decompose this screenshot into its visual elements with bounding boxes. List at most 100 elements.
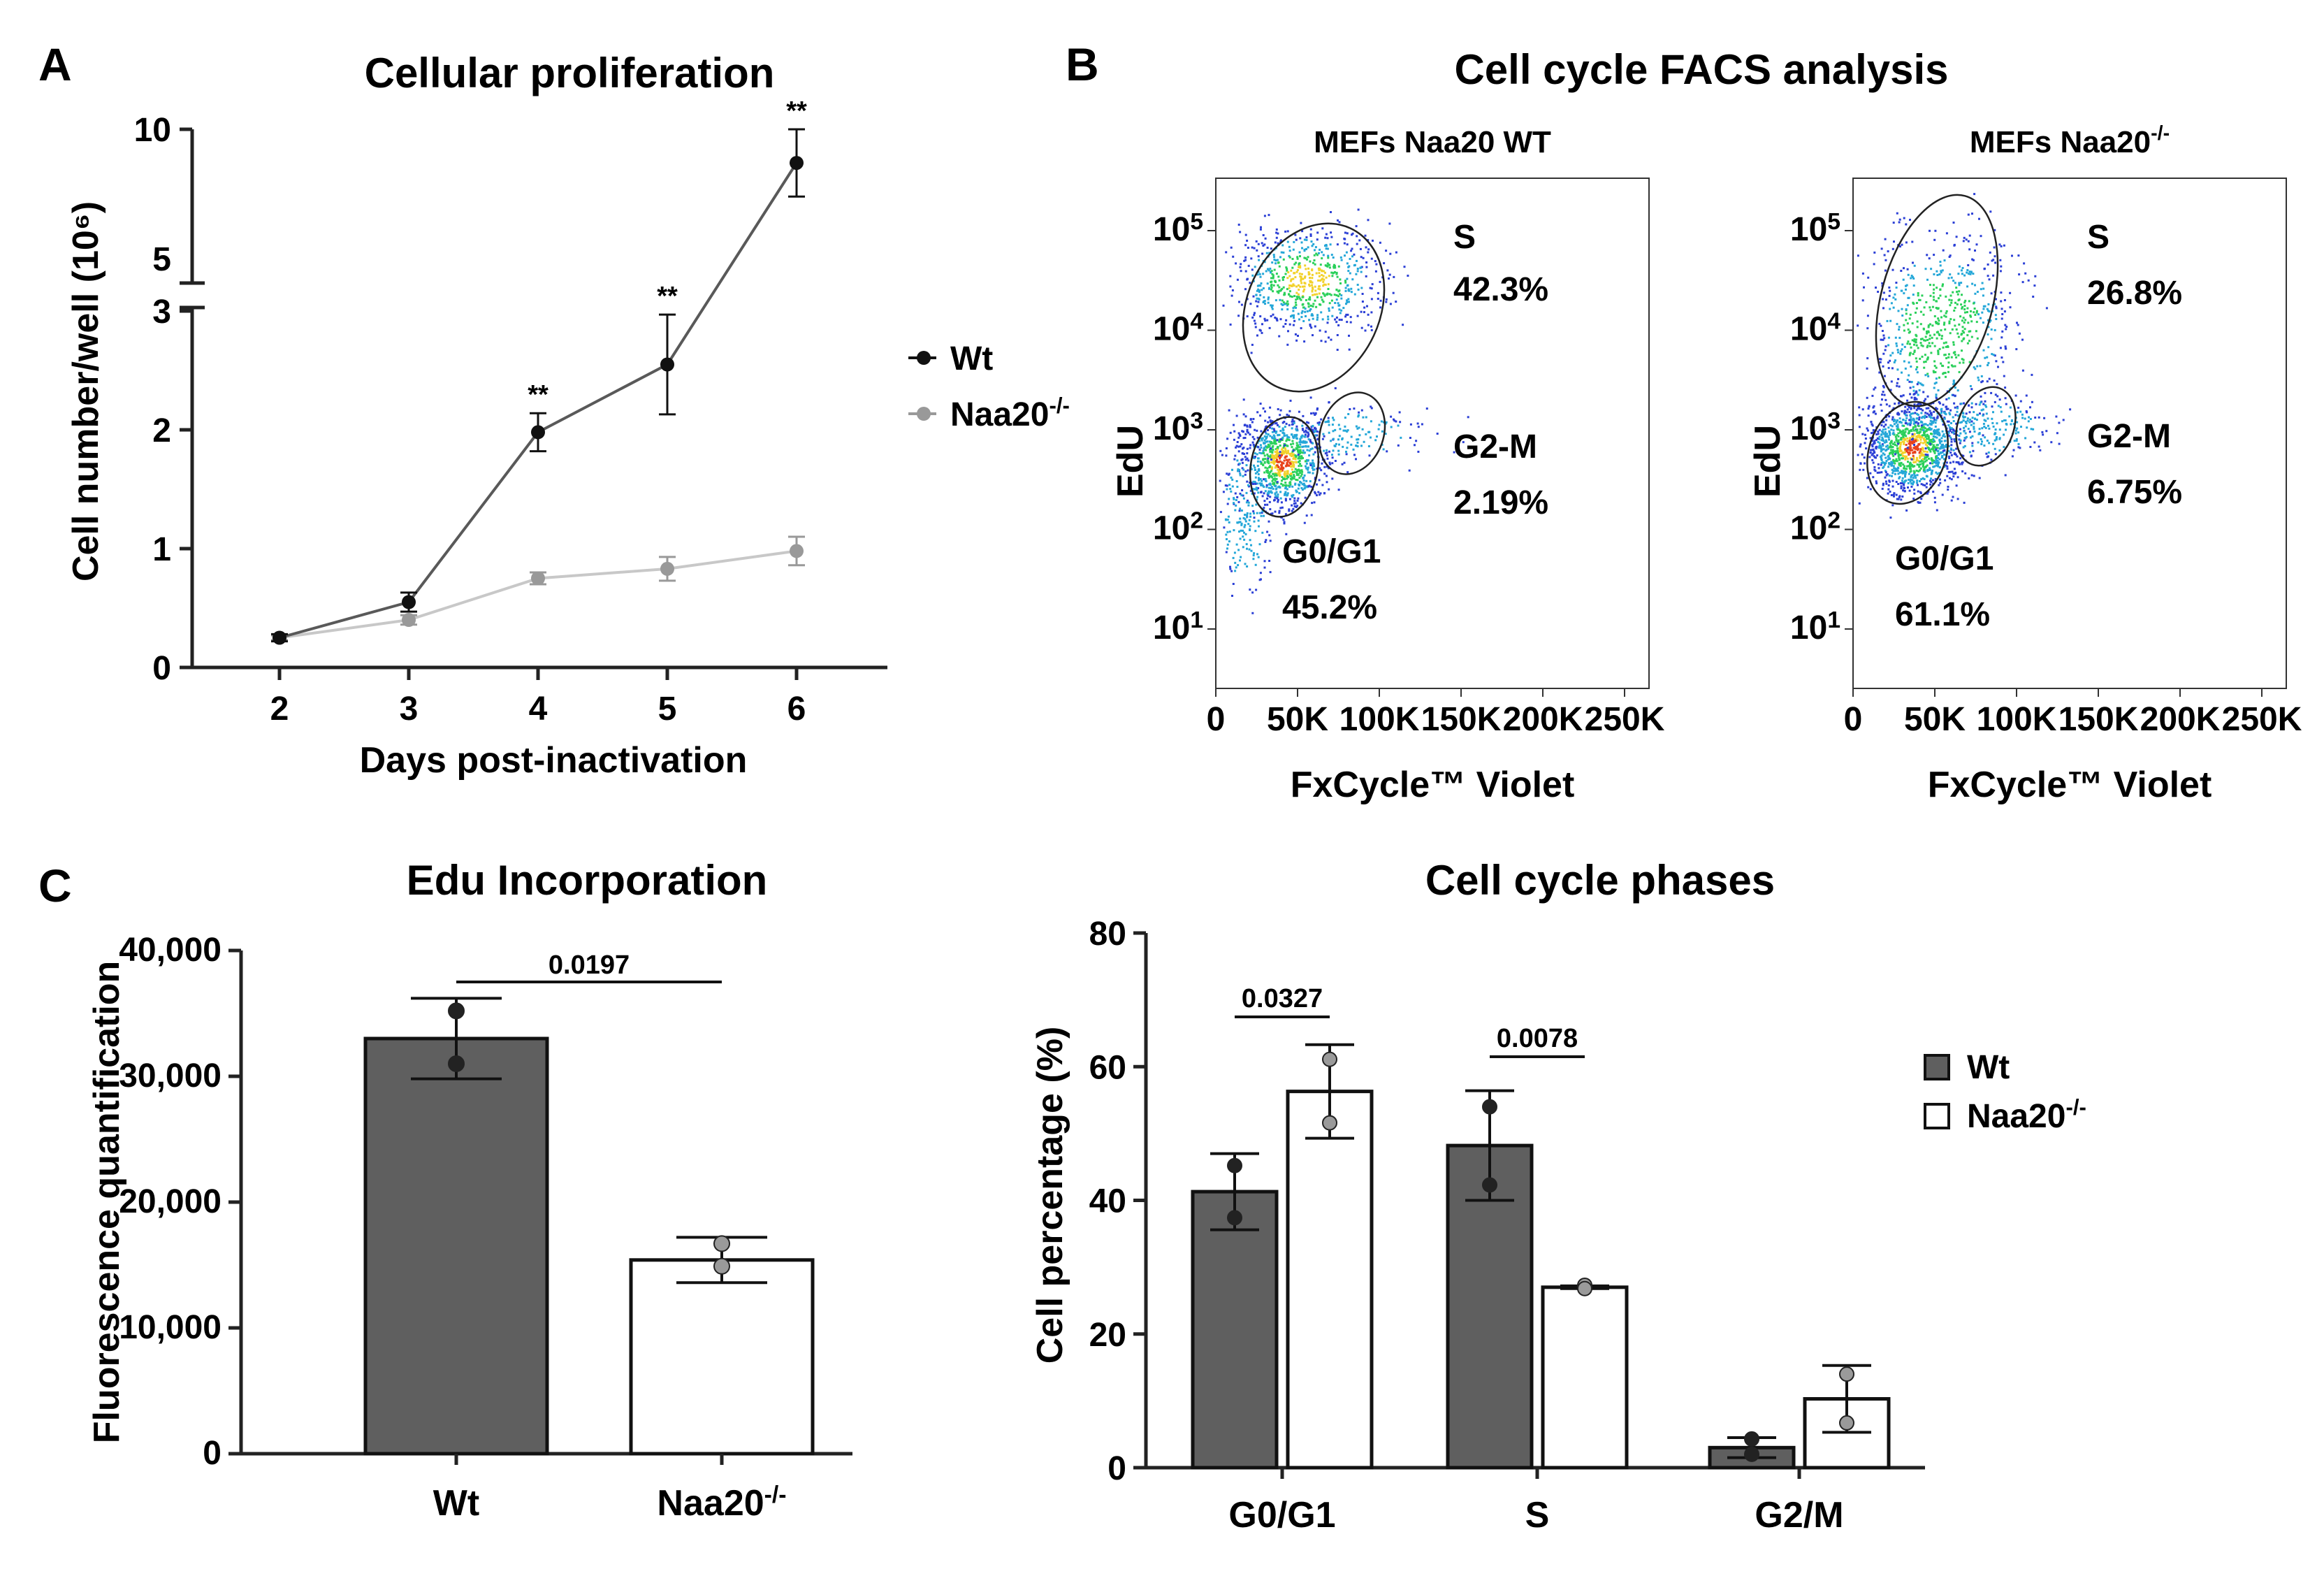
facs-event-dot <box>1888 286 1891 289</box>
facs-event-dot <box>2030 428 2033 431</box>
facs-event-dot <box>1353 293 1356 296</box>
facs-event-dot <box>1944 328 1947 331</box>
facs-event-dot <box>1341 463 1344 465</box>
facs-event-dot <box>1879 361 1882 363</box>
facs-event-dot <box>1253 520 1256 523</box>
facs-event-dot <box>1964 421 1967 423</box>
facs-event-dot <box>1398 411 1401 414</box>
facs-event-dot <box>1230 490 1233 493</box>
facs-event-dot <box>1922 313 1925 316</box>
facs-event-dot <box>1905 411 1908 414</box>
facs-event-dot <box>1258 273 1261 275</box>
facs-event-dot <box>1307 435 1309 438</box>
facs-event-dot <box>2010 420 2013 422</box>
facs-event-dot <box>1273 440 1276 442</box>
facs-event-dot <box>1951 328 1954 331</box>
facs-event-dot <box>1934 229 1937 232</box>
facs-event-dot <box>1970 402 1973 405</box>
facs-event-dot <box>1973 428 1975 431</box>
facs-event-dot <box>1261 323 1263 326</box>
facs-event-dot <box>1896 444 1898 447</box>
facs-event-dot <box>1295 479 1298 481</box>
facs-event-dot <box>1275 477 1278 480</box>
facs-event-dot <box>1861 433 1864 435</box>
facs-event-dot <box>1281 506 1284 509</box>
facs-event-dot <box>1319 467 1321 470</box>
facs-event-dot <box>1252 488 1255 491</box>
facs-event-dot <box>1892 296 1895 299</box>
facs-event-dot <box>1891 425 1894 428</box>
facs-event-dot <box>1265 486 1268 489</box>
facs-event-dot <box>1314 299 1316 302</box>
facs-event-dot <box>1286 268 1288 270</box>
facs-event-dot <box>1899 441 1902 444</box>
facs-event-dot <box>2000 265 2003 268</box>
proliferation-x-label: Days post-inactivation <box>360 740 748 781</box>
facs-event-dot <box>1900 436 1903 439</box>
facs-event-dot <box>1267 444 1270 447</box>
facs-event-dot <box>1958 435 1961 438</box>
facs-event-dot <box>1903 324 1905 326</box>
facs-event-dot <box>1261 495 1264 498</box>
facs-event-dot <box>1906 440 1909 442</box>
facs-event-dot <box>1258 543 1261 546</box>
facs-event-dot <box>1930 268 1933 270</box>
facs-event-dot <box>1898 463 1901 466</box>
facs-event-dot <box>1939 478 1941 481</box>
facs-event-dot <box>1271 446 1274 448</box>
facs-event-dot <box>1313 501 1316 504</box>
facs-event-dot <box>2029 446 2032 448</box>
facs-event-dot <box>1947 277 1950 280</box>
facs-event-dot <box>1323 449 1326 452</box>
facs-event-dot <box>1921 428 1924 431</box>
facs-event-dot <box>1911 433 1914 435</box>
facs-event-dot <box>1304 275 1307 278</box>
facs-event-dot <box>1984 419 1987 422</box>
facs-event-dot <box>1360 256 1363 259</box>
facs-event-dot <box>1884 416 1887 419</box>
facs-event-dot <box>1994 314 1997 317</box>
facs-event-dot <box>1242 437 1245 440</box>
facs-event-dot <box>1244 433 1247 435</box>
facs-event-dot <box>1924 412 1927 414</box>
facs-event-dot <box>1883 254 1886 256</box>
facs-event-dot <box>1994 428 1997 431</box>
facs-event-dot <box>1259 403 1262 405</box>
facs-event-dot <box>1950 301 1953 304</box>
facs-event-dot <box>1293 456 1295 459</box>
facs-event-dot <box>1245 464 1248 467</box>
facs-event-dot <box>1974 417 1977 420</box>
facs-event-dot <box>1915 311 1917 314</box>
facs-event-dot <box>1267 457 1270 460</box>
facs-event-dot <box>1938 431 1940 434</box>
facs-event-dot <box>1919 467 1922 470</box>
facs-event-dot <box>1319 263 1322 266</box>
facs-event-dot <box>1259 294 1262 296</box>
facs-event-dot <box>1922 424 1925 426</box>
facs-event-dot <box>1857 254 1859 257</box>
facs-event-dot <box>1307 466 1309 469</box>
facs-event-dot <box>1337 453 1340 456</box>
facs-event-dot <box>1928 442 1931 445</box>
facs-event-dot <box>1917 459 1920 462</box>
facs-event-dot <box>1922 484 1924 486</box>
facs-event-dot <box>1260 463 1263 465</box>
facs-event-dot <box>1258 512 1261 514</box>
facs-event-dot <box>1877 431 1880 433</box>
facs-event-dot <box>1924 454 1927 456</box>
facs-event-dot <box>1875 287 1877 289</box>
facs-event-dot <box>1288 250 1291 252</box>
facs-event-dot <box>1903 431 1905 434</box>
facs-event-dot <box>1258 469 1261 472</box>
bar <box>629 1258 815 1456</box>
facs-event-dot <box>1885 440 1888 443</box>
facs-event-dot <box>1871 432 1873 435</box>
facs-event-dot <box>1998 243 2001 246</box>
facs-event-dot <box>1290 269 1293 272</box>
facs-event-dot <box>1889 359 1891 362</box>
facs-event-dot <box>1305 444 1307 447</box>
facs-event-dot <box>1292 283 1295 286</box>
facs-event-dot <box>1252 554 1255 557</box>
facs-event-dot <box>1294 458 1297 461</box>
facs-event-dot <box>1857 454 1859 456</box>
